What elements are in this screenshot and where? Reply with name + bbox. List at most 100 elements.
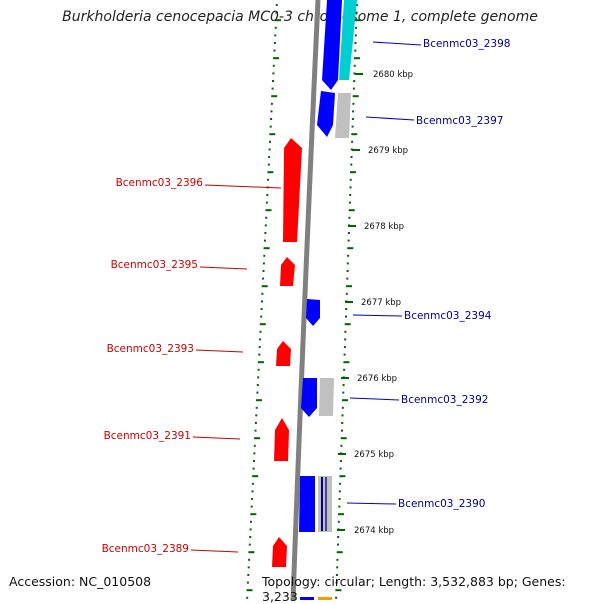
tick-mark (273, 57, 280, 60)
tick-mark (268, 156, 271, 158)
tick-mark (352, 95, 359, 98)
gene-bcenmc03-2389 (272, 537, 287, 567)
kbp-label: 2678 kbp (364, 222, 404, 232)
gene-label: Bcenmc03_2396 (116, 177, 204, 189)
tick-mark (344, 330, 347, 333)
leader-line (190, 549, 239, 553)
tick-mark (275, 19, 281, 22)
tick-mark (352, 110, 355, 113)
tick-mark (347, 232, 350, 234)
gene-bcenmc03-2394 (306, 299, 320, 326)
tick-mark (258, 353, 261, 356)
tick-mark (251, 498, 254, 500)
tick-mark (343, 353, 346, 356)
leader-line (349, 397, 400, 401)
tick-mark (261, 300, 263, 303)
tick-mark (337, 536, 340, 538)
tick-mark (340, 444, 343, 447)
kbp-axis: 2680 kbp 2679 kbp 2678 kbp 2677 kbp 2676… (337, 70, 413, 536)
tick-mark (267, 178, 270, 181)
leader-line (195, 349, 244, 353)
tick-mark (251, 482, 254, 485)
tick-mark (256, 384, 259, 386)
kbp-label: 2677 kbp (361, 298, 401, 308)
left-tick-track (246, 4, 281, 599)
tick-mark (336, 551, 343, 554)
tick-mark (260, 308, 263, 310)
bottom-orange-mark (318, 597, 332, 600)
tick-mark (259, 323, 266, 326)
tick-mark (346, 285, 352, 288)
tick-mark (351, 118, 354, 120)
tick-mark (346, 277, 349, 280)
tick-mark (246, 581, 249, 584)
tick-mark (250, 505, 253, 508)
tick-mark (347, 254, 350, 257)
tick-mark (269, 133, 276, 136)
tick-mark (261, 292, 264, 295)
cds-2390-grey (318, 476, 332, 532)
tick-mark (354, 34, 357, 37)
tick-mark (267, 171, 274, 174)
leader-line (204, 184, 282, 189)
tick-mark (246, 589, 253, 592)
tick-mark (257, 376, 260, 379)
tick-mark (265, 201, 268, 204)
tick-mark (339, 475, 346, 478)
tick-mark (336, 558, 339, 561)
tick-mark (248, 558, 251, 561)
cds-2397-grey (335, 93, 351, 138)
tick-mark (343, 368, 346, 371)
tick-mark (352, 87, 355, 90)
gene-label: Bcenmc03_2397 (416, 115, 503, 127)
tick-mark (254, 429, 257, 432)
tick-mark (349, 178, 352, 181)
tick-mark (262, 270, 265, 272)
tick-mark (344, 323, 351, 326)
tick-mark (341, 414, 344, 417)
tick-mark (335, 589, 342, 592)
map-title: Burkholderia cenocepacia MC0-3 chromosom… (62, 9, 538, 25)
tick-mark (270, 110, 273, 113)
tick-mark (263, 254, 266, 257)
tick-mark (269, 140, 271, 143)
tick-mark (258, 346, 261, 348)
tick-mark (275, 11, 278, 14)
tick-mark (255, 406, 258, 409)
tick-mark (341, 429, 343, 432)
tick-mark (353, 72, 356, 75)
tick-mark (342, 391, 345, 394)
tick-mark (347, 239, 350, 242)
genome-backbone (290, 0, 321, 600)
tick-mark (267, 163, 270, 166)
tick-mark (353, 80, 356, 82)
tick-mark (339, 460, 342, 462)
leader-line (372, 41, 422, 46)
tick-mark (273, 49, 276, 52)
reverse-gene-labels: Bcenmc03_2398 Bcenmc03_2397 Bcenmc03_239… (346, 38, 510, 510)
tick-mark (340, 437, 347, 440)
tick-mark (352, 102, 355, 105)
tick-mark (343, 361, 350, 364)
tick-mark (342, 399, 348, 402)
tick-mark (253, 444, 256, 447)
tick-mark (335, 574, 338, 576)
tick-mark (341, 406, 344, 409)
tick-mark (262, 262, 265, 265)
tick-mark (270, 102, 273, 105)
tick-mark (252, 467, 255, 470)
gene-label: Bcenmc03_2393 (107, 343, 194, 355)
tick-mark (248, 551, 255, 554)
tick-mark (271, 95, 278, 98)
tick-mark (354, 57, 360, 60)
tick-mark (257, 361, 264, 364)
tick-mark (350, 148, 353, 151)
tick-mark (253, 452, 256, 455)
tick-mark (257, 368, 260, 371)
tick-mark (345, 315, 347, 318)
tick-mark (265, 216, 268, 219)
tick-mark (339, 467, 342, 470)
tick-mark (346, 270, 349, 272)
tick-mark (264, 232, 267, 234)
tick-mark (341, 422, 344, 424)
